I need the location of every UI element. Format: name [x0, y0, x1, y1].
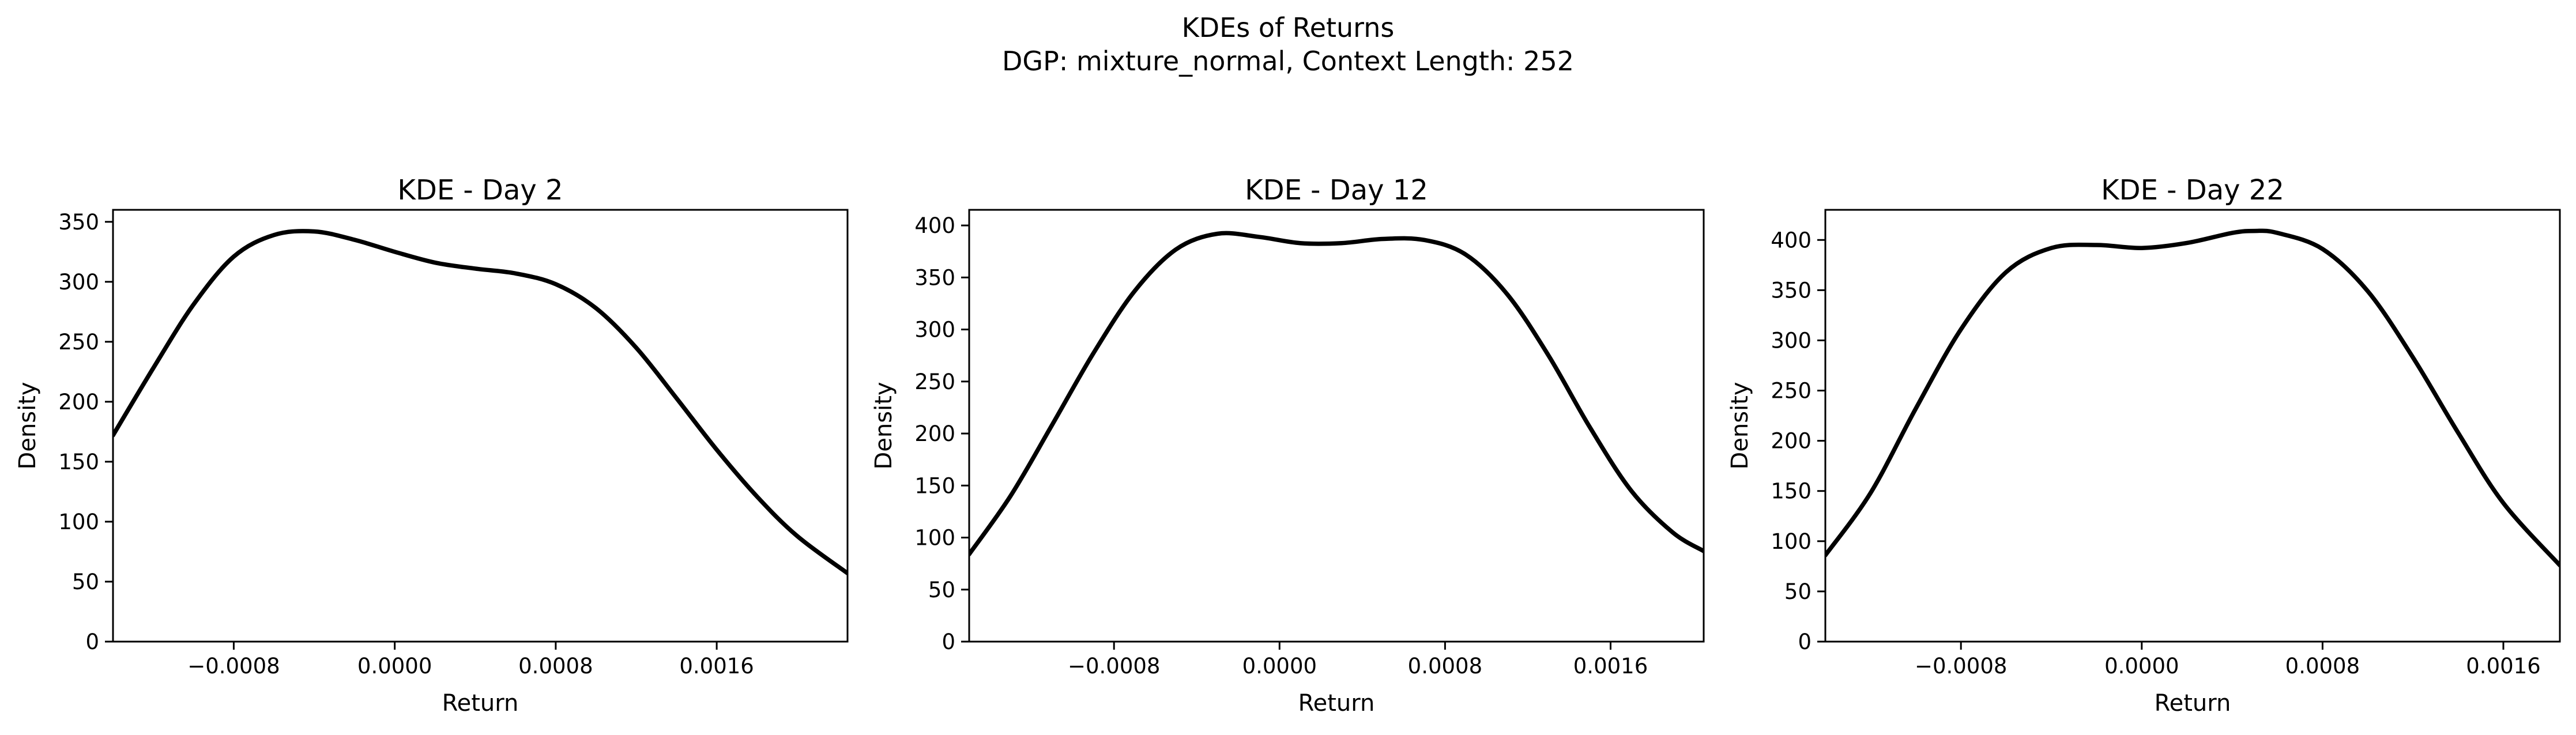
y-tick-label: 200	[914, 421, 955, 446]
y-tick-label: 350	[914, 265, 955, 290]
y-tick-label: 0	[85, 630, 99, 654]
kde-curve-2-1	[969, 231, 1704, 557]
y-tick-label: 100	[58, 510, 99, 534]
subplot-grid: −0.0008 0.0000 0.0008 0.0016 0 50 100 150 200 250…	[14, 174, 2561, 717]
x-tick-label: −0.0008	[1915, 654, 2007, 679]
plot-frame	[112, 209, 849, 643]
y-tick-label: 250	[58, 330, 99, 355]
y-tick-label: 100	[1771, 529, 1812, 554]
x-tick-label: 0.0016	[1573, 654, 1648, 679]
kde-curve-1-1	[113, 229, 848, 576]
x-tick-label: 0.0016	[2466, 654, 2540, 679]
y-tick-label: 0	[941, 630, 955, 654]
y-tick-label: 350	[1771, 278, 1812, 303]
y-tick-label: 150	[58, 450, 99, 474]
y-tick-label: 250	[914, 370, 955, 394]
y-axis-label: Density	[871, 382, 897, 469]
figure-subtitle: DGP: mixture_normal, Context Length: 252	[1002, 46, 1574, 77]
x-tick-label: 0.0008	[518, 654, 593, 679]
x-tick-label: 0.0000	[2104, 654, 2179, 679]
x-tick-label: 0.0000	[357, 654, 432, 679]
y-axis-label: Density	[1727, 382, 1753, 469]
y-tick-label: 50	[928, 578, 955, 602]
subplot-title: KDE - Day 12	[1245, 174, 1428, 206]
x-tick-label: −0.0008	[187, 654, 280, 679]
plot-frame	[968, 209, 1705, 643]
y-tick-label: 300	[914, 318, 955, 342]
y-tick-label: 50	[72, 570, 99, 594]
y-tick-label: 400	[1771, 228, 1812, 252]
x-tick-label: 0.0008	[1408, 654, 1482, 679]
y-tick-label: 50	[1784, 579, 1812, 604]
kde-curve-3-1	[1825, 228, 2560, 568]
x-tick-label: 0.0000	[1242, 654, 1317, 679]
subplot-3: −0.0008 0.0000 0.0008 0.0016 0 50 100 150 200 250…	[1727, 174, 2561, 717]
subplot-title: KDE - Day 22	[2101, 174, 2284, 206]
x-tick-label: 0.0016	[679, 654, 754, 679]
y-tick-label: 300	[58, 270, 99, 295]
subplot-title: KDE - Day 2	[397, 174, 563, 206]
y-axis-label: Density	[14, 382, 41, 469]
y-tick-label: 300	[1771, 328, 1812, 353]
y-tick-label: 100	[914, 526, 955, 551]
subplot-2: −0.0008 0.0000 0.0008 0.0016 0 50 100 150 200 250…	[871, 174, 1705, 717]
y-tick-label: 150	[914, 473, 955, 498]
x-tick-label: 0.0008	[2285, 654, 2360, 679]
subplot-1: −0.0008 0.0000 0.0008 0.0016 0 50 100 150 200 250…	[14, 174, 849, 717]
plot-frame	[1824, 209, 2561, 643]
y-tick-label: 200	[1771, 429, 1812, 454]
y-tick-label: 250	[1771, 379, 1812, 404]
x-axis-label: Return	[2155, 690, 2231, 717]
y-tick-label: 0	[1798, 630, 1812, 654]
y-tick-label: 200	[58, 390, 99, 414]
figure-title: KDEs of Returns	[1182, 12, 1395, 43]
y-tick-label: 150	[1771, 479, 1812, 504]
x-tick-label: −0.0008	[1068, 654, 1160, 679]
y-tick-label: 350	[58, 210, 99, 235]
y-tick-label: 400	[914, 213, 955, 238]
x-axis-label: Return	[442, 690, 519, 717]
x-axis-label: Return	[1298, 690, 1375, 717]
